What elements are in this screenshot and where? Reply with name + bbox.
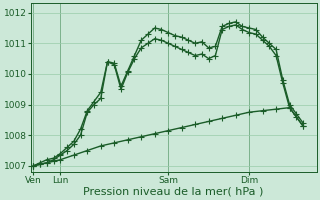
X-axis label: Pression niveau de la mer( hPa ): Pression niveau de la mer( hPa ): [84, 187, 264, 197]
